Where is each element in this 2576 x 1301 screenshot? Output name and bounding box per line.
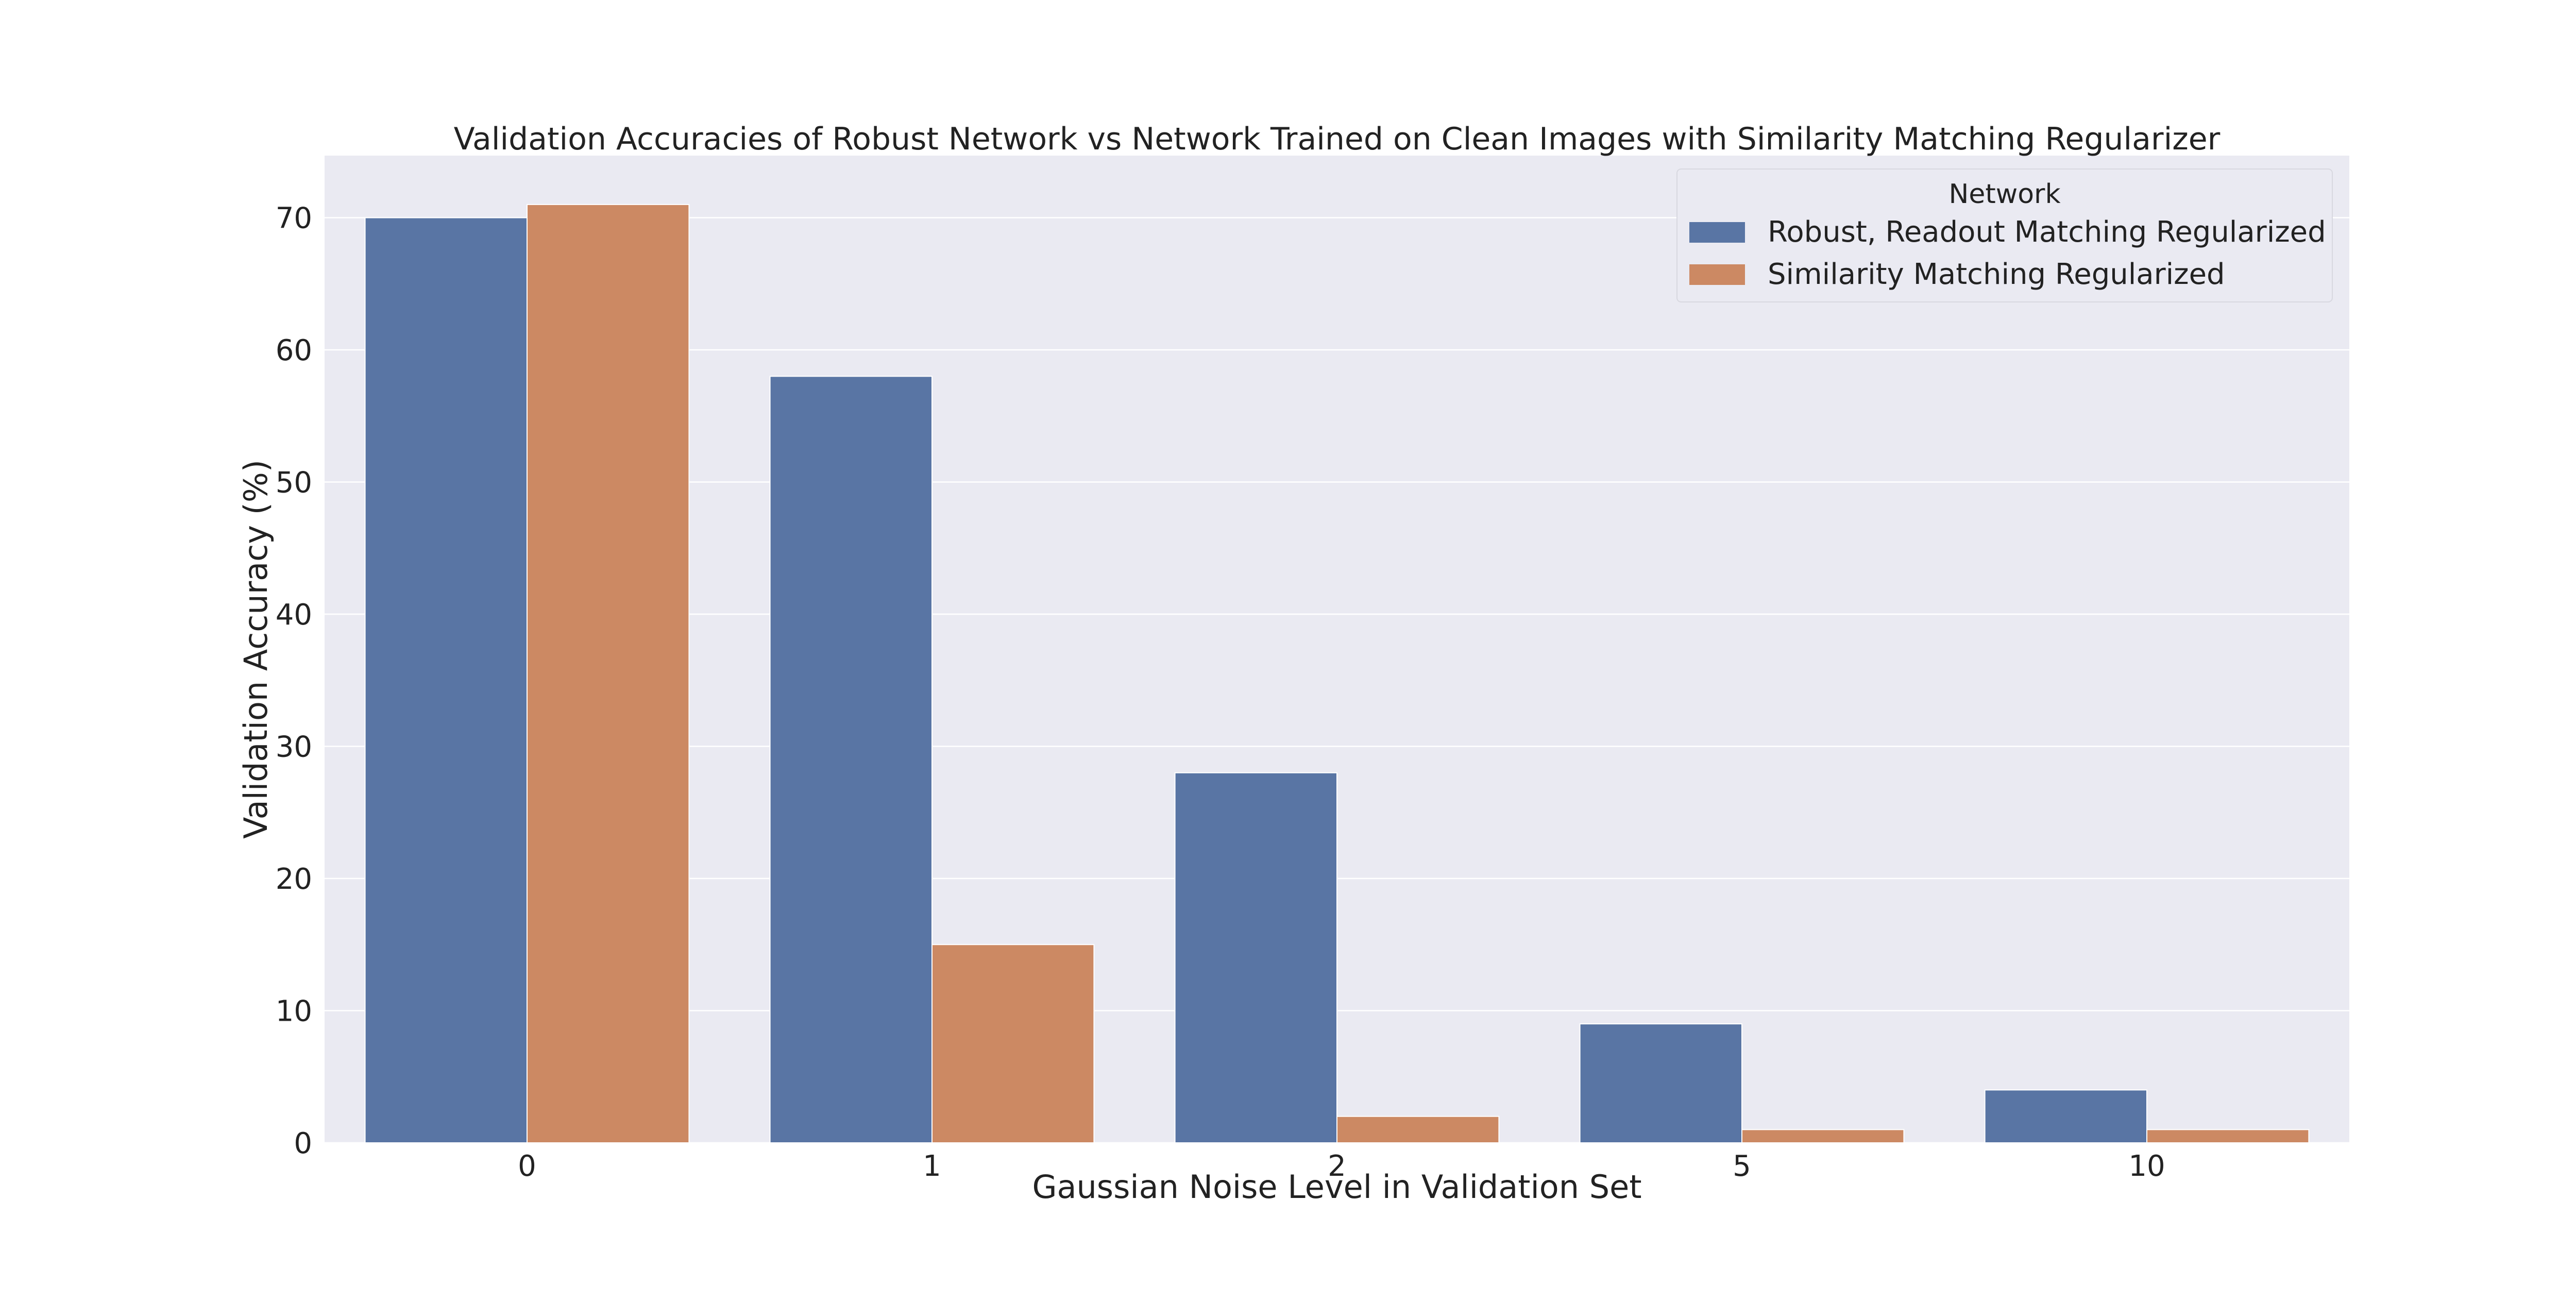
- y-axis-label: Validation Accuracy (%): [237, 460, 275, 839]
- x-axis-label: Gaussian Noise Level in Validation Set: [1032, 1168, 1641, 1206]
- legend-swatch: [1689, 264, 1745, 285]
- y-tick-label: 50: [276, 466, 312, 500]
- y-tick-label: 0: [294, 1127, 312, 1160]
- bar: [2146, 1129, 2310, 1144]
- bar: [527, 204, 690, 1144]
- chart-title: Validation Accuracies of Robust Network …: [454, 121, 2221, 157]
- bar: [769, 376, 933, 1144]
- y-tick-label: 40: [276, 598, 312, 632]
- bar: [1984, 1089, 2148, 1143]
- legend-title: Network: [1948, 179, 2060, 210]
- y-tick-label: 20: [276, 863, 312, 896]
- y-tick-label: 10: [276, 995, 312, 1028]
- legend-items: Robust, Readout Matching Regularized Simi…: [1689, 215, 2326, 291]
- x-tick-label: 0: [518, 1150, 536, 1183]
- bar: [931, 944, 1095, 1143]
- y-tick-label: 30: [276, 731, 312, 764]
- bars: [364, 204, 2310, 1144]
- legend: Network Robust, Readout Matching Regular…: [1676, 168, 2333, 302]
- bar: [1336, 1116, 1500, 1143]
- x-tick-label: 5: [1733, 1150, 1751, 1183]
- y-tick-label: 60: [276, 334, 312, 367]
- legend-box: [1676, 168, 2333, 302]
- bar: [1579, 1023, 1743, 1143]
- x-tick-label: 10: [2128, 1150, 2165, 1183]
- legend-label: Similarity Matching Regularized: [1768, 258, 2225, 291]
- x-tick-label: 1: [923, 1150, 941, 1183]
- legend-label: Robust, Readout Matching Regularized: [1768, 215, 2326, 249]
- bar: [364, 217, 528, 1144]
- y-axis-ticks: 0 10 20 30 40 50 60 70: [276, 202, 312, 1160]
- legend-swatch: [1689, 222, 1745, 243]
- x-tick-label: 2: [1328, 1150, 1346, 1183]
- x-axis-ticks: 0 1 2 5 10: [518, 1150, 2165, 1183]
- bar: [1741, 1129, 1905, 1144]
- y-tick-label: 70: [276, 202, 312, 235]
- bar: [1174, 772, 1338, 1143]
